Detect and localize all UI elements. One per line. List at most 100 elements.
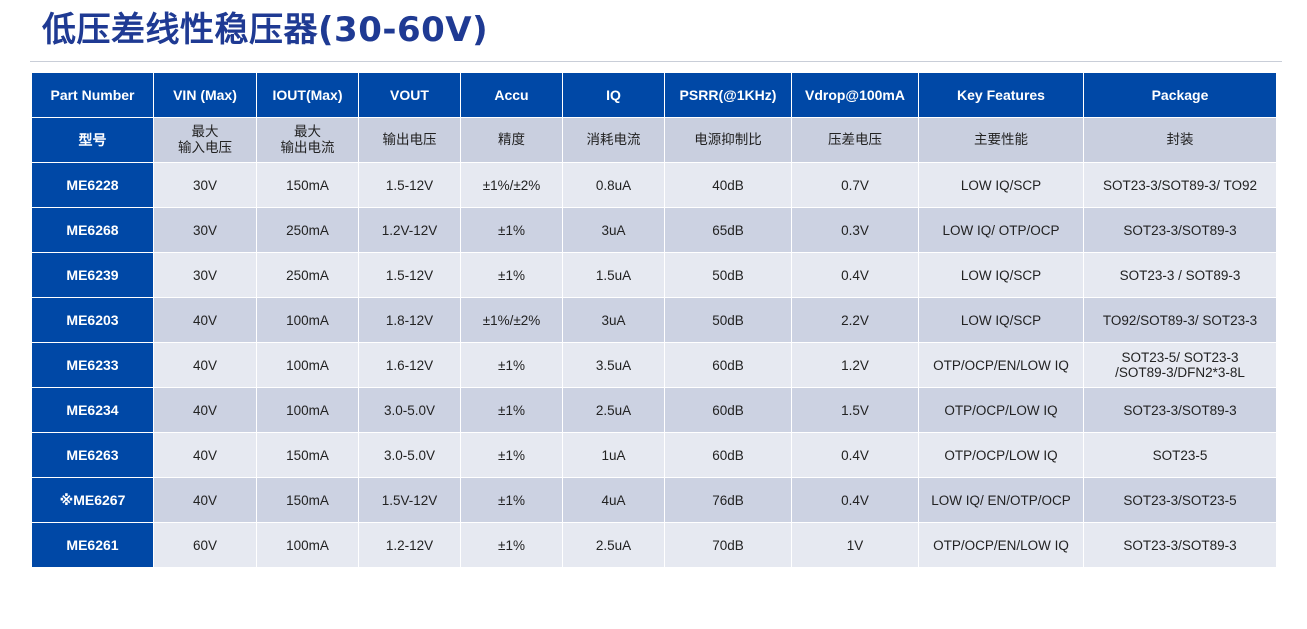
- part-number-cell: ※ME6267: [31, 477, 154, 523]
- iout-cell: 100mA: [256, 387, 359, 433]
- vout-cell: 1.5-12V: [358, 252, 461, 298]
- part-number-cell: ME6233: [31, 342, 154, 388]
- iq-cell: 1.5uA: [562, 252, 665, 298]
- vin-cell: 40V: [153, 432, 257, 478]
- iout-cell: 100mA: [256, 297, 359, 343]
- table-row: ME6233 40V 100mA 1.6-12V ±1% 3.5uA 60dB 1.2V OTP…: [31, 342, 1277, 388]
- cn-header-cell: 封装: [1083, 117, 1277, 163]
- vin-cell: 30V: [153, 162, 257, 208]
- vin-cell: 30V: [153, 252, 257, 298]
- vin-cell: 40V: [153, 297, 257, 343]
- col-header-vout: VOUT: [358, 72, 461, 118]
- iq-cell: 2.5uA: [562, 387, 665, 433]
- vdrop-cell: 0.4V: [791, 252, 919, 298]
- iout-cell: 150mA: [256, 477, 359, 523]
- table-row: ME6228 30V 150mA 1.5-12V ±1%/±2% 0.8uA 40dB 0.7…: [31, 162, 1277, 208]
- vin-cell: 60V: [153, 522, 257, 568]
- iq-cell: 3.5uA: [562, 342, 665, 388]
- col-header-iq: IQ: [562, 72, 665, 118]
- accuracy-cell: ±1%/±2%: [460, 297, 563, 343]
- part-number-cell: ME6268: [31, 207, 154, 253]
- vdrop-cell: 0.7V: [791, 162, 919, 208]
- iq-cell: 4uA: [562, 477, 665, 523]
- accuracy-cell: ±1%: [460, 207, 563, 253]
- vdrop-cell: 1V: [791, 522, 919, 568]
- cn-header-cell: 最大 输入电压: [153, 117, 257, 163]
- key-features-cell: OTP/OCP/EN/LOW IQ: [918, 522, 1084, 568]
- vdrop-cell: 0.4V: [791, 432, 919, 478]
- col-header-iout: IOUT(Max): [256, 72, 359, 118]
- table-row: ME6239 30V 250mA 1.5-12V ±1% 1.5uA 50dB 0.4V LOW…: [31, 252, 1277, 298]
- vout-cell: 3.0-5.0V: [358, 387, 461, 433]
- cn-header-cell: 电源抑制比: [664, 117, 792, 163]
- part-number-cell: ME6261: [31, 522, 154, 568]
- col-header-vdrop: Vdrop@100mA: [791, 72, 919, 118]
- part-number-cell: ME6239: [31, 252, 154, 298]
- col-header-accu: Accu: [460, 72, 563, 118]
- cn-header-cell: 主要性能: [918, 117, 1084, 163]
- iout-cell: 100mA: [256, 342, 359, 388]
- part-number-cell: ME6203: [31, 297, 154, 343]
- vout-cell: 1.2-12V: [358, 522, 461, 568]
- part-number-cell: ME6263: [31, 432, 154, 478]
- key-features-cell: OTP/OCP/LOW IQ: [918, 432, 1084, 478]
- key-features-cell: LOW IQ/ EN/OTP/OCP: [918, 477, 1084, 523]
- vin-cell: 40V: [153, 387, 257, 433]
- col-header-key-features: Key Features: [918, 72, 1084, 118]
- iq-cell: 2.5uA: [562, 522, 665, 568]
- key-features-cell: LOW IQ/SCP: [918, 162, 1084, 208]
- iout-cell: 100mA: [256, 522, 359, 568]
- vdrop-cell: 0.4V: [791, 477, 919, 523]
- package-cell: SOT23-3/SOT89-3: [1083, 207, 1277, 253]
- col-header-psrr: PSRR(@1KHz): [664, 72, 792, 118]
- vin-cell: 40V: [153, 477, 257, 523]
- package-cell: SOT23-3/SOT89-3: [1083, 522, 1277, 568]
- psrr-cell: 50dB: [664, 252, 792, 298]
- key-features-cell: OTP/OCP/LOW IQ: [918, 387, 1084, 433]
- vdrop-cell: 0.3V: [791, 207, 919, 253]
- accuracy-cell: ±1%: [460, 522, 563, 568]
- psrr-cell: 70dB: [664, 522, 792, 568]
- psrr-cell: 65dB: [664, 207, 792, 253]
- iout-cell: 250mA: [256, 207, 359, 253]
- vdrop-cell: 1.5V: [791, 387, 919, 433]
- iq-cell: 0.8uA: [562, 162, 665, 208]
- cn-header-cell: 输出电压: [358, 117, 461, 163]
- package-cell: SOT23-3/SOT89-3/ TO92: [1083, 162, 1277, 208]
- key-features-cell: LOW IQ/ OTP/OCP: [918, 207, 1084, 253]
- accuracy-cell: ±1%: [460, 477, 563, 523]
- table-row: ME6234 40V 100mA 3.0-5.0V ±1% 2.5uA 60dB 1.5V OT…: [31, 387, 1277, 433]
- part-number-cell: ME6228: [31, 162, 154, 208]
- iout-cell: 250mA: [256, 252, 359, 298]
- psrr-cell: 60dB: [664, 342, 792, 388]
- col-header-vin: VIN (Max): [153, 72, 257, 118]
- col-header-package: Package: [1083, 72, 1277, 118]
- key-features-cell: OTP/OCP/EN/LOW IQ: [918, 342, 1084, 388]
- cn-header-cell: 消耗电流: [562, 117, 665, 163]
- cn-header-cell: 精度: [460, 117, 563, 163]
- cn-header-cell: 压差电压: [791, 117, 919, 163]
- psrr-cell: 40dB: [664, 162, 792, 208]
- accuracy-cell: ±1%: [460, 432, 563, 478]
- key-features-cell: LOW IQ/SCP: [918, 297, 1084, 343]
- psrr-cell: 76dB: [664, 477, 792, 523]
- title-divider: [30, 61, 1282, 62]
- part-number-cell: ME6234: [31, 387, 154, 433]
- package-cell: SOT23-5: [1083, 432, 1277, 478]
- iq-cell: 1uA: [562, 432, 665, 478]
- accuracy-cell: ±1%: [460, 252, 563, 298]
- key-features-cell: LOW IQ/SCP: [918, 252, 1084, 298]
- vdrop-cell: 1.2V: [791, 342, 919, 388]
- vout-cell: 1.5-12V: [358, 162, 461, 208]
- page-title: 低压差线性稳压器(30-60V): [42, 10, 489, 50]
- psrr-cell: 60dB: [664, 432, 792, 478]
- accuracy-cell: ±1%: [460, 387, 563, 433]
- header-row: Part Number VIN (Max) IOUT(Max) VOUT Acc…: [31, 72, 1277, 118]
- vin-cell: 30V: [153, 207, 257, 253]
- package-cell: TO92/SOT89-3/ SOT23-3: [1083, 297, 1277, 343]
- ldo-spec-table: Part Number VIN (Max) IOUT(Max) VOUT Acc…: [31, 72, 1277, 568]
- table-row: ME6203 40V 100mA 1.8-12V ±1%/±2% 3uA 50dB 2.2V L…: [31, 297, 1277, 343]
- package-cell: SOT23-5/ SOT23-3 /SOT89-3/DFN2*3-8L: [1083, 342, 1277, 388]
- package-cell: SOT23-3/SOT23-5: [1083, 477, 1277, 523]
- iout-cell: 150mA: [256, 432, 359, 478]
